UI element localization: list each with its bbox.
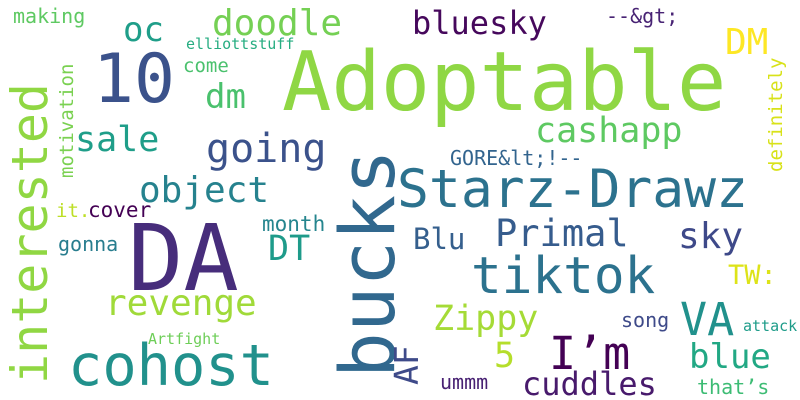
word-blu: Blu: [413, 222, 466, 256]
word-it: it.: [56, 200, 91, 222]
word-making: making: [13, 4, 86, 28]
word-oc: oc: [123, 10, 164, 50]
word-tiktok: tiktok: [471, 247, 656, 306]
word-dm-lower: dm: [205, 77, 246, 117]
word-bucks: bucks: [323, 149, 412, 378]
word-sky: sky: [678, 216, 744, 257]
word-da: DA: [128, 205, 239, 312]
word-five: 5: [494, 336, 516, 376]
word-elliottstuff: elliottstuff: [186, 35, 295, 53]
word-revenge: revenge: [105, 283, 257, 324]
word-come: come: [183, 55, 229, 77]
word-gore: GORE&lt;!--: [450, 146, 583, 170]
word-dt: DT: [268, 229, 311, 269]
word-ummm: ummm: [440, 370, 489, 394]
word-thats: that’s: [697, 375, 770, 399]
word-ten: 10: [93, 40, 175, 119]
word-tw: TW:: [728, 260, 777, 291]
word-cashapp: cashapp: [535, 111, 683, 151]
word-blue: blue: [689, 337, 771, 377]
word-starz-drawz: Starz-Drawz: [397, 159, 748, 220]
word-adoptable: Adoptable: [282, 35, 727, 130]
word-cuddles: cuddles: [522, 365, 657, 400]
word-gonna: gonna: [58, 232, 119, 256]
word-artfight: Artfight: [148, 330, 221, 348]
word-cover: cover: [88, 198, 152, 222]
word-arrow: --&gt;: [606, 4, 679, 28]
word-interested: interested: [1, 82, 59, 384]
word-song: song: [621, 308, 670, 332]
word-doodle: doodle: [212, 3, 343, 44]
word-month: month: [262, 212, 326, 236]
word-bluesky: bluesky: [412, 4, 547, 42]
word-motivation: motivation: [56, 63, 78, 178]
word-va: VA: [680, 293, 735, 346]
word-dm-upper: DM: [725, 22, 769, 63]
word-zippy: Zippy: [433, 299, 539, 339]
word-primal: Primal: [495, 212, 629, 255]
word-af: AF: [387, 345, 426, 385]
word-im: I’m: [549, 327, 631, 380]
word-sale: sale: [75, 120, 160, 160]
word-going: going: [206, 126, 327, 172]
word-definitely: definitely: [765, 57, 787, 172]
word-attack: attack: [743, 317, 798, 335]
word-object: object: [139, 170, 270, 211]
word-cohost: cohost: [68, 333, 274, 399]
